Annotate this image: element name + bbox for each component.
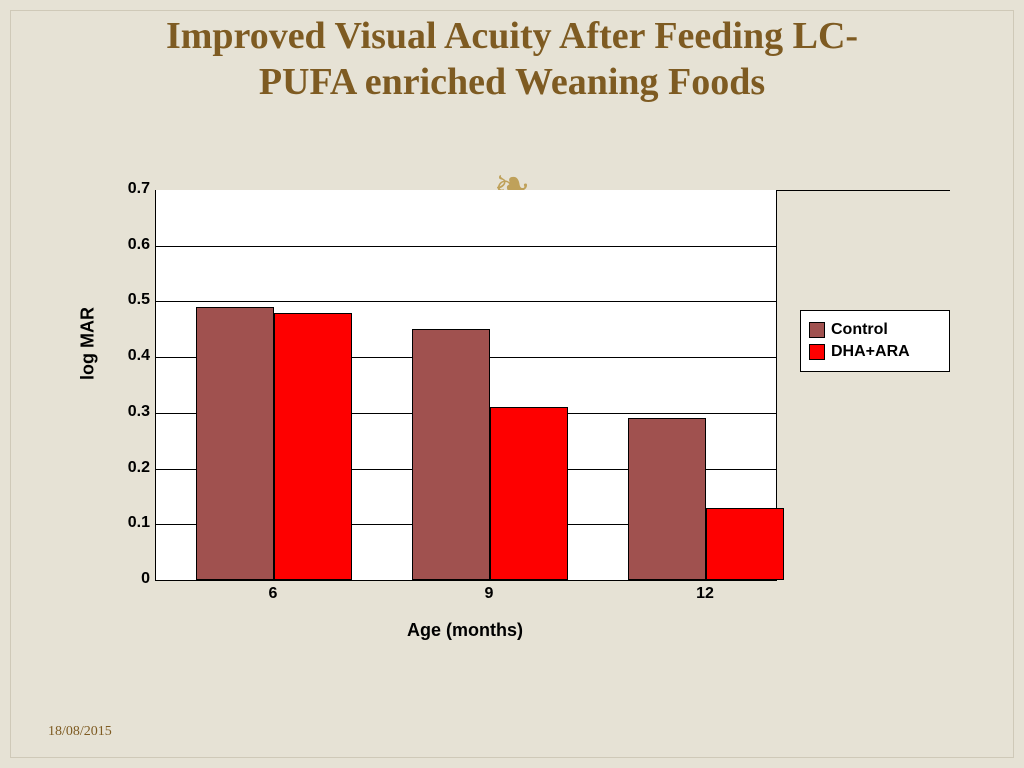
gridline bbox=[156, 246, 776, 247]
y-tick-label: 0.4 bbox=[110, 347, 150, 365]
title-line-2: PUFA enriched Weaning Foods bbox=[259, 61, 765, 103]
bar-control bbox=[196, 307, 274, 580]
y-tick-label: 0.5 bbox=[110, 291, 150, 309]
y-tick-label: 0 bbox=[110, 570, 150, 588]
chart: 0 0.1 0.2 0.3 0.4 0.5 0.6 0.7 log MAR 6 9 12 Age … bbox=[70, 180, 950, 650]
legend-label: DHA+ARA bbox=[831, 343, 910, 361]
y-tick-label: 0.7 bbox=[110, 180, 150, 198]
bar-control bbox=[412, 329, 490, 580]
title-line-1: Improved Visual Acuity After Feeding LC- bbox=[166, 15, 858, 57]
gridline bbox=[156, 301, 776, 302]
slide: Improved Visual Acuity After Feeding LC-… bbox=[0, 0, 1024, 768]
y-tick-label: 0.1 bbox=[110, 514, 150, 532]
bar-dha-ara bbox=[490, 407, 568, 580]
legend-item: Control bbox=[809, 321, 941, 339]
y-tick-label: 0.6 bbox=[110, 236, 150, 254]
y-axis-label: log MAR bbox=[78, 307, 99, 380]
legend: Control DHA+ARA bbox=[800, 310, 950, 372]
bar-dha-ara bbox=[706, 508, 784, 580]
bar-control bbox=[628, 418, 706, 580]
x-axis-label: Age (months) bbox=[155, 620, 775, 641]
x-tick-label: 6 bbox=[243, 585, 303, 603]
x-tick-label: 12 bbox=[675, 585, 735, 603]
bar-dha-ara bbox=[274, 313, 352, 580]
footer-date: 18/08/2015 bbox=[48, 724, 112, 740]
legend-swatch bbox=[809, 322, 825, 338]
y-tick-label: 0.3 bbox=[110, 403, 150, 421]
legend-swatch bbox=[809, 344, 825, 360]
legend-label: Control bbox=[831, 321, 888, 339]
plot-area bbox=[155, 190, 777, 581]
x-tick-label: 9 bbox=[459, 585, 519, 603]
slide-title: Improved Visual Acuity After Feeding LC-… bbox=[0, 14, 1024, 105]
legend-item: DHA+ARA bbox=[809, 343, 941, 361]
y-tick-label: 0.2 bbox=[110, 459, 150, 477]
